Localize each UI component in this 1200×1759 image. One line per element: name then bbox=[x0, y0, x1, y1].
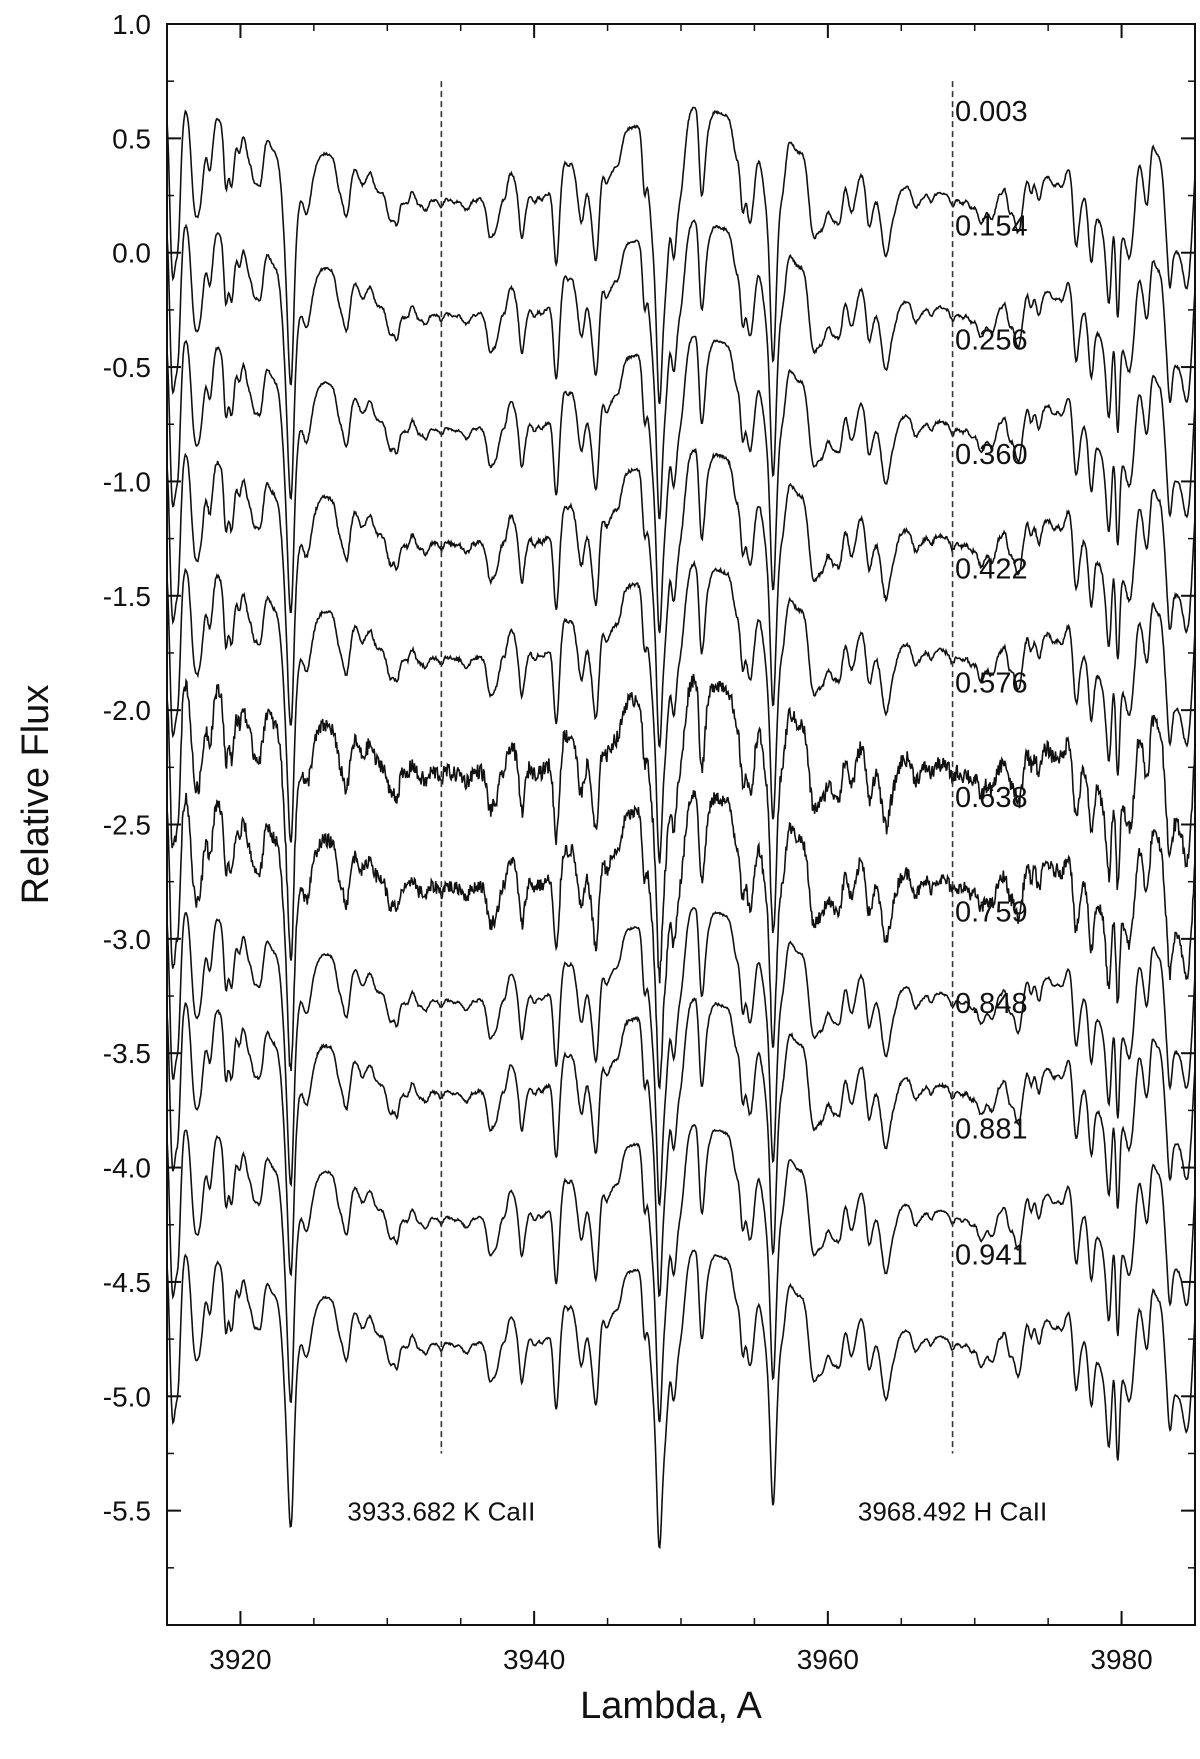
spectra-group bbox=[166, 106, 1196, 1550]
phase-label-0.941: 0.941 bbox=[955, 1239, 1028, 1271]
spectrum-line-0.422 bbox=[166, 559, 1196, 864]
phase-label-0.360: 0.360 bbox=[955, 439, 1028, 471]
phase-label-0.256: 0.256 bbox=[955, 325, 1028, 357]
y-tick-label: 0.5 bbox=[112, 123, 151, 154]
x-tick-label: 3920 bbox=[209, 1644, 271, 1675]
y-tick-label: -4.0 bbox=[103, 1153, 151, 1184]
y-tick-label: 0.0 bbox=[112, 238, 151, 269]
x-axis-title: Lambda, A bbox=[580, 1685, 762, 1727]
spectrum-line-0.360 bbox=[166, 447, 1196, 749]
y-tick-label: -3.0 bbox=[103, 924, 151, 955]
phase-label-0.154: 0.154 bbox=[955, 210, 1028, 242]
spectrum-line-0.941 bbox=[166, 1249, 1196, 1550]
spectrum-line-0.154 bbox=[166, 219, 1196, 520]
y-tick-label: 1.0 bbox=[112, 9, 151, 40]
phase-label-0.848: 0.848 bbox=[955, 988, 1028, 1020]
x-tick-label: 3960 bbox=[797, 1644, 859, 1675]
y-tick-label: -2.0 bbox=[103, 695, 151, 726]
axes-group: 1.0 0.5 0.0 -0.5 -1.0 -1.5 -2.0 -2.5 -3.0 -3.5 -4.… bbox=[15, 9, 1196, 1727]
y-tick-label: -3.5 bbox=[103, 1038, 151, 1069]
y-tick-label: -1.0 bbox=[103, 466, 151, 497]
y-tick-label: -4.5 bbox=[103, 1267, 151, 1298]
y-tick-label: -1.5 bbox=[103, 581, 151, 612]
spectrum-line-0.576 bbox=[166, 673, 1196, 984]
reference-lines-group bbox=[440, 81, 954, 1454]
plot-frame bbox=[166, 23, 1196, 1626]
y-tick-label: -5.5 bbox=[103, 1496, 151, 1527]
spectrum-line-0.759 bbox=[166, 907, 1196, 1207]
y-axis-title: Relative Flux bbox=[15, 685, 57, 905]
spectrum-line-0.848 bbox=[166, 997, 1196, 1298]
phase-label-0.003: 0.003 bbox=[955, 96, 1028, 128]
y-tick-label: -0.5 bbox=[103, 352, 151, 383]
y-tick-label: -5.0 bbox=[103, 1381, 151, 1412]
ref-label-h: 3968.492 H CaII bbox=[858, 1497, 1047, 1527]
labels-group: 0.003 0.154 0.256 0.360 0.422 0.576 0.638 0.759… bbox=[347, 96, 1047, 1527]
spectrum-line-0.003 bbox=[166, 106, 1196, 405]
ref-label-k: 3933.682 K CaII bbox=[347, 1497, 535, 1527]
spectrum-line-0.638 bbox=[166, 790, 1196, 1090]
phase-label-0.576: 0.576 bbox=[955, 668, 1028, 700]
phase-label-0.881: 0.881 bbox=[955, 1114, 1028, 1146]
phase-label-0.422: 0.422 bbox=[955, 553, 1028, 585]
x-tick-label: 3980 bbox=[1090, 1644, 1152, 1675]
phase-label-0.638: 0.638 bbox=[955, 782, 1028, 814]
spectrum-line-0.881 bbox=[166, 1123, 1196, 1423]
y-tick-label: -2.5 bbox=[103, 810, 151, 841]
x-tick-label: 3940 bbox=[503, 1644, 565, 1675]
spectrum-line-0.256 bbox=[166, 335, 1196, 634]
phase-label-0.759: 0.759 bbox=[955, 896, 1028, 928]
